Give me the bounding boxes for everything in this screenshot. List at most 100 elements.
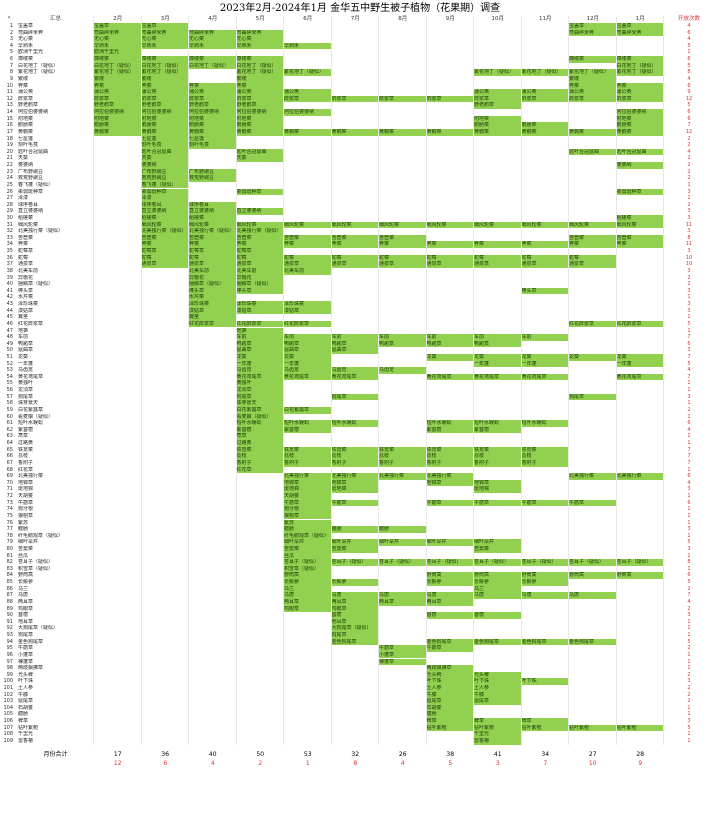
count-cell: 10 [685, 261, 693, 268]
month-cell: 鸭跖草 [474, 340, 521, 348]
month-cell: 土人参 [474, 685, 521, 692]
count-cell: 1 [687, 731, 691, 738]
count-cell: 2 [687, 168, 691, 175]
month-cell: 车前 [379, 334, 426, 341]
month-cell: 荠菜 [236, 82, 283, 90]
month-cell: 马齿苋 [236, 367, 283, 374]
plant-name: 黄独叶 [18, 380, 34, 387]
row-number: 47 [6, 327, 13, 334]
month-cell: 短叶水蜈蚣 [331, 420, 378, 427]
row-number: 46 [6, 320, 13, 327]
month-cell: 酢浆草 [379, 95, 426, 103]
month-cell: 地锦草 [284, 479, 331, 487]
grid-line [188, 16, 189, 745]
count-cell: 1 [687, 711, 691, 718]
month-cell: 苍耳子（疑似） [331, 559, 378, 566]
month-cell: 通泉草 [569, 261, 616, 268]
count-cell: 7 [687, 453, 691, 460]
month-cell: 弯曲碎米荠 [616, 29, 663, 37]
month-cell: 细风轮菜 [569, 221, 616, 229]
count-cell: 6 [687, 82, 691, 89]
month-cell: 一年蓬 [616, 360, 663, 368]
month-cell: 北美独行菜 [616, 473, 663, 480]
month-cell: 匙叶合冠鼠曲 [141, 148, 188, 156]
plant-name: 叶下珠 [18, 678, 34, 685]
month-cell: 蔊缕菜 [236, 56, 283, 63]
plant-name: 野老鹳草 [18, 102, 39, 109]
month-cell: 钻叶紫菀 [426, 724, 473, 732]
month-cell: 婆婆纳 [616, 162, 663, 169]
month-cell: 春飞蓬（疑似） [141, 181, 188, 189]
month-cell: 荠菜 [426, 241, 473, 249]
month-cell: 紫花地丁（疑似） [616, 69, 663, 76]
month-cell: 牛筋草 [331, 499, 378, 507]
count-cell: 5 [687, 539, 691, 546]
month-cell: 马兰 [284, 585, 331, 593]
count-cell: 3 [687, 545, 691, 552]
month-cell: 阿拉伯婆婆纳 [94, 109, 141, 116]
new-count: 4 [400, 759, 405, 767]
row-number: 99 [6, 671, 13, 678]
month-cell: 鹅肠菜 [189, 122, 236, 129]
month-cell: 弯曲碎米荠 [189, 29, 236, 37]
month-cell: 天葵 [141, 155, 188, 162]
plant-name: 香附子 [18, 459, 34, 466]
grid-line [93, 16, 94, 745]
header-month: 9月 [445, 16, 455, 22]
month-cell: 酢浆草 [569, 95, 616, 103]
month-cell: 苍耳子（疑似） [284, 559, 331, 566]
month-cell: 宝盖草 [141, 23, 188, 30]
count-cell: 4 [687, 367, 691, 374]
row-number: 49 [6, 340, 13, 347]
count-cell: 8 [687, 559, 691, 566]
month-cell: 北美独行菜（疑似） [236, 228, 283, 235]
month-cell: 马唐 [379, 592, 426, 599]
plant-name: 大狗尾草（疑似） [18, 625, 59, 632]
month-cell: 光头稗 [474, 671, 521, 679]
count-cell: 6 [687, 572, 691, 579]
month-cell: 鸡眼草 [331, 605, 378, 613]
month-cell: 蔊缕菜 [616, 56, 663, 63]
month-cell: 北美车前 [189, 267, 236, 275]
month-cell: 两耳草 [331, 598, 378, 606]
month-cell: 野茼蒿 [426, 572, 473, 580]
plant-name: 紫花地丁（疑似） [18, 69, 59, 76]
plant-name: 荠菜 [18, 82, 29, 89]
plant-name: 珠芽景天 [18, 400, 39, 407]
count-cell: 6 [687, 340, 691, 347]
row-number: 54 [6, 373, 13, 380]
month-cell: 牛筋草 [426, 499, 473, 507]
count-cell: 3 [687, 347, 691, 354]
count-cell: 3 [687, 214, 691, 221]
month-cell: 苍耳子（疑似） [379, 559, 426, 566]
count-cell: 6 [687, 473, 691, 480]
month-cell: 细叶旱芹 [474, 539, 521, 546]
plant-name: 荔枝 [18, 453, 29, 460]
month-cell: 野老鹳草 [141, 102, 188, 110]
month-cell: 欧洲千里光 [94, 49, 141, 57]
month-cell: 龙葵 [569, 354, 616, 361]
plant-name: 马兰 [18, 585, 29, 592]
row-number: 92 [6, 625, 13, 632]
month-cell: 龙葵 [521, 354, 568, 361]
count-cell: 2 [687, 281, 691, 288]
month-cell: 苍耳子（疑似） [426, 559, 473, 566]
month-cell: 龙葵 [284, 354, 331, 361]
count-cell: 4 [687, 479, 691, 486]
plant-name: 七星莲 [18, 135, 34, 142]
month-cell: 酢浆草 [426, 95, 473, 103]
plant-name: 鸭跖草 [18, 340, 34, 347]
month-cell: 酢浆草 [331, 95, 378, 103]
month-cell: 龙葵 [616, 354, 663, 361]
count-cell: 5 [687, 360, 691, 367]
month-cell: 白花地丁（疑似） [236, 62, 283, 70]
month-cell: 早熟禾 [94, 42, 141, 50]
plant-name: 裸蓬草 [18, 658, 34, 665]
month-cell: 稗草 [521, 718, 568, 725]
row-number: 75 [6, 512, 13, 519]
plant-name: 苜蓿 [18, 612, 29, 619]
header-month: 5月 [255, 16, 265, 22]
month-cell: 千里光 [474, 731, 521, 738]
header-month: 2月 [113, 16, 123, 22]
plant-name: 醴肠 [18, 711, 29, 718]
